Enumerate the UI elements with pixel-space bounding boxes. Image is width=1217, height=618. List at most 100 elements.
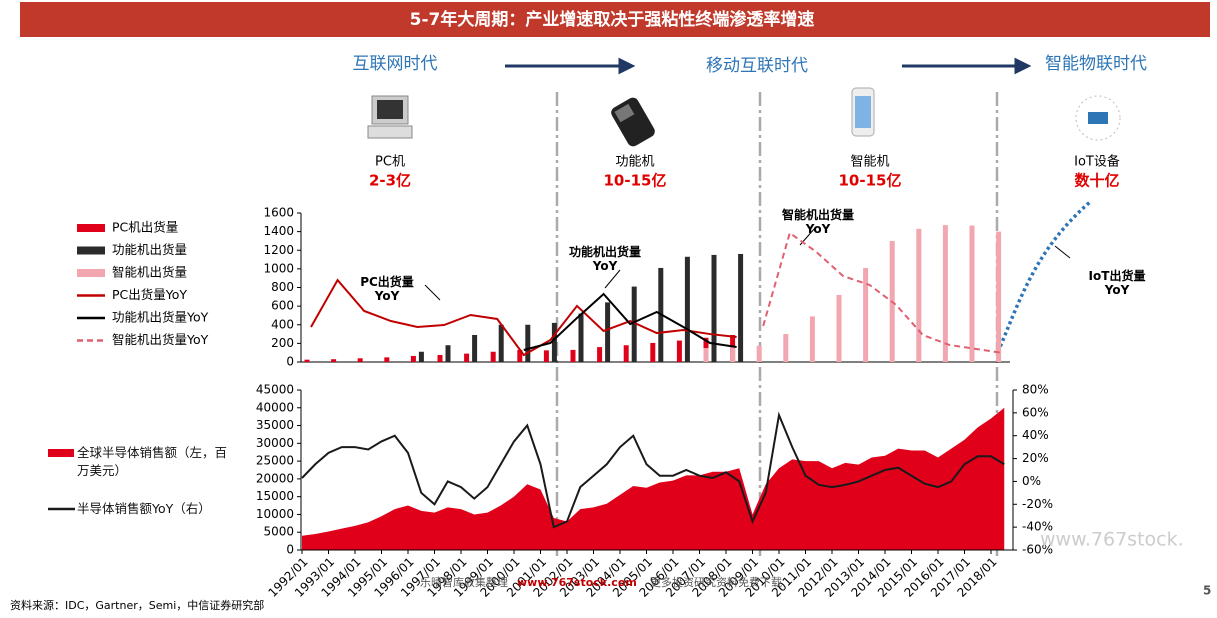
y-tick-label: 40000 [256, 400, 294, 414]
area [302, 407, 1005, 550]
y-tick-label: 1200 [263, 243, 294, 257]
y-tick-label: 0 [286, 543, 294, 557]
bar [809, 316, 815, 362]
bar [472, 334, 478, 362]
annotation: 功能机出货量 YoY [569, 244, 641, 273]
bar [597, 347, 603, 362]
device-amount: 2-3亿 [369, 172, 411, 190]
y-tick-label: 0 [286, 355, 294, 369]
bar [437, 355, 443, 362]
arrows [505, 57, 1032, 75]
y-tick-label: 200 [271, 336, 294, 350]
y2-tick-label: 40% [1022, 428, 1049, 442]
y2-tick-label: 60% [1022, 405, 1049, 419]
bar [464, 353, 470, 362]
era: 智能物联时代 [1045, 54, 1147, 74]
watermark: 乐晴智库收集整理 [420, 575, 508, 589]
bar [551, 322, 557, 362]
bar [304, 359, 310, 362]
watermark: www.767stock. [1040, 529, 1184, 551]
bar [969, 225, 975, 362]
y-tick-label: 30000 [256, 436, 294, 450]
legend-label: PC机出货量 [112, 220, 178, 235]
y-tick-label: 45000 [256, 383, 294, 397]
y2-tick-label: 20% [1022, 451, 1049, 465]
iot-projection [996, 200, 1092, 353]
device-amount: 数十亿 [1074, 172, 1119, 190]
device-name: 智能机 [850, 155, 889, 170]
bar [650, 342, 656, 362]
title: 5-7年大周期：产业增速取决于强粘性终端渗透率增速 [410, 9, 815, 30]
y2-tick-label: -20% [1022, 497, 1053, 511]
watermark: www.767stock.com [517, 576, 637, 589]
bar [445, 345, 451, 362]
icons [367, 87, 1121, 147]
line [762, 231, 1003, 354]
device-amount: 10-15亿 [604, 172, 667, 190]
y-tick-label: 600 [271, 299, 294, 313]
y-tick-label: 800 [271, 280, 294, 294]
legend-label: 半导体销售额YoY（右） [77, 501, 211, 516]
legend-label: 功能机出货量 [112, 242, 187, 257]
bar [331, 359, 337, 362]
bar [676, 340, 682, 362]
legend-swatch [77, 269, 105, 277]
bar [410, 355, 416, 362]
bar [756, 345, 762, 362]
bar [384, 357, 390, 362]
bar [623, 345, 629, 362]
bar [942, 225, 948, 362]
y2-tick-label: -40% [1022, 520, 1053, 534]
y-tick-label: 35000 [256, 418, 294, 432]
bar [738, 253, 744, 362]
annotation: IoT出货量 YoY [1089, 268, 1146, 297]
annotation: PC出货量 YoY [360, 274, 414, 303]
line [523, 292, 737, 351]
y-tick-label: 20000 [256, 471, 294, 485]
y-tick-label: 5000 [263, 525, 294, 539]
page-number: 5 [1203, 584, 1211, 598]
bar [703, 348, 709, 362]
pointer [604, 269, 621, 289]
bar [418, 351, 424, 362]
pointer [424, 284, 441, 301]
bar [916, 228, 922, 362]
y2-tick-label: 0% [1022, 474, 1041, 488]
footer-source: 资料来源：IDC，Gartner，Semi，中信证券研究部 [10, 598, 264, 612]
y-tick-label: 1000 [263, 261, 294, 275]
bar [490, 351, 496, 362]
title-bar [20, 2, 1210, 37]
bar [836, 294, 842, 362]
device-name: 功能机 [615, 155, 654, 170]
legend-label: 智能机出货量 [112, 265, 187, 280]
y-tick-label: 1600 [263, 206, 294, 220]
bar [996, 231, 1002, 362]
legend-label: 功能机出货量YoY [112, 310, 209, 325]
watermark: 更多投资研究资料免费下载 [650, 575, 782, 589]
device-name: PC机 [375, 155, 405, 170]
line [310, 278, 737, 357]
legend-swatch [48, 449, 74, 457]
era: 互联网时代 [353, 54, 438, 74]
line [301, 411, 1005, 529]
bar [730, 347, 736, 362]
bar [525, 324, 531, 362]
y-tick-label: 15000 [256, 489, 294, 503]
bar [783, 334, 789, 362]
bar [517, 349, 523, 362]
bar [578, 313, 584, 362]
legend-label: 全球半导体销售额（左，百万美元） [77, 445, 228, 478]
y2-tick-label: 80% [1022, 383, 1049, 397]
legend-label: 智能机出货量YoY [112, 332, 209, 347]
bar [498, 324, 504, 362]
y-tick-label: 400 [271, 317, 294, 331]
bar [605, 302, 611, 362]
annotation: 智能机出货量 YoY [781, 207, 854, 236]
bar [357, 358, 363, 362]
bar [543, 350, 549, 362]
legend-swatch [77, 224, 105, 232]
era: 移动互联时代 [706, 56, 808, 76]
device-name: IoT设备 [1074, 154, 1120, 170]
